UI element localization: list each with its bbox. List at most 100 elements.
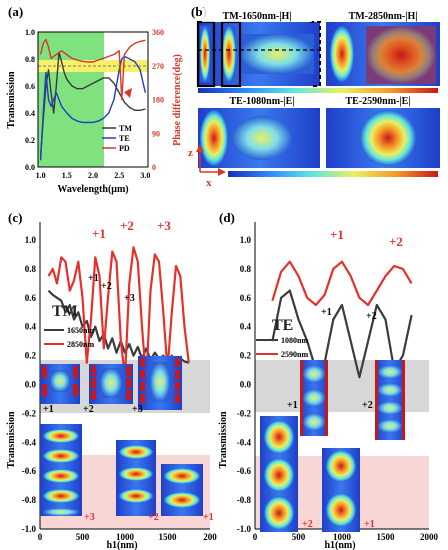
tick-label: 0.8	[240, 264, 252, 274]
panel-a-plot	[39, 38, 147, 161]
tick-label: 0.0	[240, 380, 252, 390]
axes-indicator: z x	[188, 144, 226, 189]
tick-label: 180	[152, 96, 164, 105]
tick-label: 270	[152, 62, 164, 71]
tick-label: -1.0	[237, 524, 252, 534]
panel-b: (b) TM-1650nm-|H| TM-2850nm-|H| TE-1080n…	[188, 4, 440, 189]
c-red-order-2: +2	[120, 218, 134, 233]
panel-a-legend: TM TE PD	[102, 124, 132, 153]
panel-d: (d) 1.0 0.8 0.6 0.4 0.2 0.0 -0.2 -0.4 -0.6 -0.8 -1…	[218, 210, 439, 550]
map-tm-1650: TM-1650nm-|H|	[196, 8, 321, 88]
colorbar-top	[198, 88, 438, 93]
tick-label: 0.4	[25, 322, 37, 332]
d-maps-top: +1 +2	[287, 360, 405, 440]
series-2850nm-line	[47, 246, 190, 383]
tick-label: -0.6	[22, 466, 37, 476]
panel-c-ylabel: Transmission	[6, 411, 17, 468]
c-map-order-bottom-1: +1	[203, 512, 214, 523]
c-map-bottom-2	[116, 440, 156, 516]
tick-label: 500	[76, 532, 90, 542]
c-maps-top: +1 +2 +3	[40, 356, 182, 415]
tick-label: 2.5	[114, 171, 124, 180]
tick-label: 1500	[377, 532, 396, 542]
tick-label: -0.8	[22, 495, 37, 505]
legend-tm: TM	[119, 124, 132, 133]
axis-x-label: x	[206, 177, 212, 189]
d-map-top-1	[300, 360, 328, 436]
series-pd-line	[39, 38, 146, 101]
map-tm-2850-title: TM-2850nm-|H|	[349, 11, 418, 22]
panel-c-xlabel: h1(nm)	[106, 540, 137, 550]
tick-label: 0.4	[240, 322, 252, 332]
panel-d-legend: 1080nm 2590nm	[256, 336, 308, 359]
tick-label: 1500	[159, 532, 178, 542]
panel-d-ylabel: Transmission	[218, 411, 229, 468]
c-map-top-3	[138, 356, 182, 410]
legend-1650: 1650nm	[67, 326, 94, 335]
c-map-order-bottom-3: +3	[84, 512, 95, 523]
d-red-order-1: +1	[330, 227, 344, 242]
tick-label: 2.0	[88, 171, 98, 180]
pd-arrow	[124, 88, 132, 98]
legend-pd: PD	[119, 144, 130, 153]
panel-d-label: (d)	[219, 210, 235, 225]
tick-label: 0.6	[25, 82, 35, 91]
map-te-1080: TE-1080nm-|E|	[198, 96, 320, 168]
map-tm-1650-title: TM-1650nm-|H|	[223, 11, 292, 22]
d-map-order-top-2: +2	[362, 400, 373, 411]
mode-te: TE	[272, 317, 293, 334]
c-map-bottom-3	[161, 464, 203, 516]
map-tm-2850: TM-2850nm-|H|	[326, 11, 440, 86]
panel-d-yticks: 1.0 0.8 0.6 0.4 0.2 0.0 -0.2 -0.4 -0.6 -0.8 -1.0	[237, 235, 252, 534]
panel-d-xlabel: h1(nm)	[324, 540, 355, 550]
d-map-bottom-2	[322, 448, 360, 532]
d-black-order-1: +1	[321, 307, 332, 318]
panel-a-xticks: 1.0 1.5 2.0 2.5 3.0	[36, 171, 151, 180]
tick-label: 2000	[420, 532, 439, 542]
tick-label: 0	[38, 532, 43, 542]
tick-label: 360	[152, 28, 164, 37]
tick-label: 90	[152, 129, 160, 138]
panel-c-legend: 1650nm 2850nm	[44, 326, 94, 349]
panel-d-plot	[271, 260, 413, 379]
tick-label: 0	[253, 532, 258, 542]
tick-label: 0	[152, 163, 156, 172]
legend-2850: 2850nm	[67, 340, 94, 349]
panel-a-label: (a)	[8, 4, 23, 19]
tick-label: 1.0	[25, 28, 35, 37]
series-te-line	[39, 55, 147, 161]
tick-label: 0.4	[25, 109, 35, 118]
legend-te: TE	[119, 134, 130, 143]
tick-label: -0.8	[237, 495, 252, 505]
tick-label: 0.2	[240, 351, 252, 361]
panel-c: (c) 1.0 0.8 0.6 0.4 0.2 0.0 -0.2 -0.4 -0.6 -0.8 -1…	[6, 210, 217, 550]
d-map-order-bottom-1: +1	[364, 519, 375, 530]
c-map-order-top-3: +3	[132, 404, 143, 415]
tick-label: 1.5	[62, 171, 72, 180]
map-te-2590: TE-2590nm-|E|	[326, 96, 440, 168]
c-maps-bottom: +3 +2 +1	[40, 424, 214, 523]
tick-label: 0.2	[25, 351, 37, 361]
d-map-order-bottom-2: +2	[302, 519, 313, 530]
tick-label: 0.8	[25, 264, 37, 274]
c-map-order-top-2: +2	[83, 404, 94, 415]
d-map-top-2	[375, 360, 405, 440]
tick-label: 1.0	[25, 235, 37, 245]
c-map-order-top-1: +1	[43, 404, 54, 415]
panel-c-label: (c)	[8, 210, 22, 225]
tick-label: 1000	[116, 532, 135, 542]
d-black-order-2: +2	[366, 311, 377, 322]
panel-a-ylabel2: Phase difference(deg)	[172, 54, 183, 146]
tick-label: 500	[292, 532, 306, 542]
panel-a-yticks: 0.0 0.2 0.4 0.6 0.8 1.0	[25, 28, 35, 172]
c-black-order-1: +1	[88, 273, 99, 284]
d-red-order-2: +2	[389, 234, 403, 249]
legend-1080: 1080nm	[281, 336, 308, 345]
series-2590nm-line	[271, 260, 413, 307]
tick-label: 3.0	[140, 171, 150, 180]
tick-label: 1.0	[240, 235, 252, 245]
tick-label: -0.2	[237, 408, 252, 418]
tick-label: 1.0	[36, 171, 46, 180]
c-map-top-2	[89, 364, 133, 404]
